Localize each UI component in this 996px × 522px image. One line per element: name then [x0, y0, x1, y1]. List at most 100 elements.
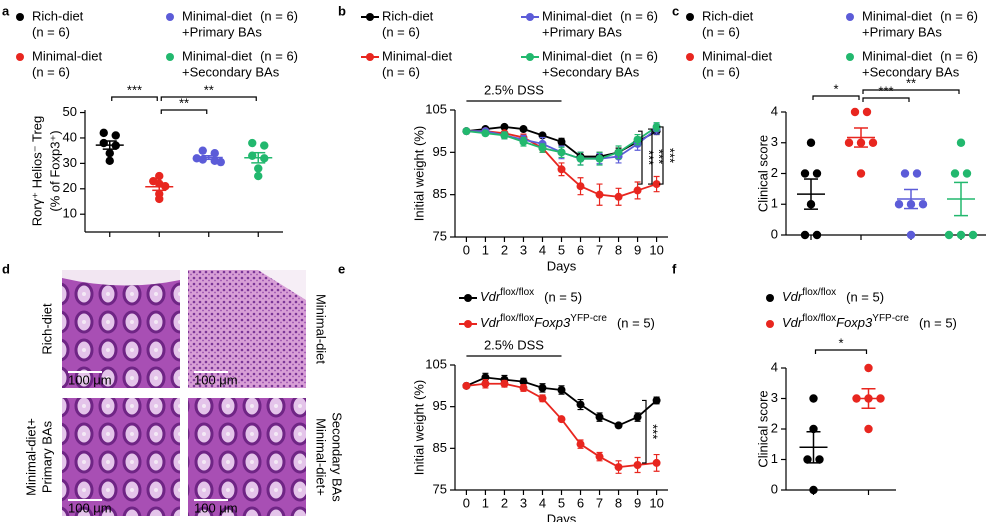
panel-letter: b — [338, 3, 346, 18]
legend-n: (n = 6) — [260, 48, 298, 63]
legend-n: (n = 5) — [617, 315, 655, 330]
legend-label-part: Vdr — [480, 289, 501, 304]
y-tick-label: 20 — [63, 180, 77, 195]
data-point — [105, 149, 114, 158]
data-point — [557, 165, 566, 174]
data-point — [652, 180, 661, 189]
data-point — [906, 230, 916, 240]
y-tick-label: 85 — [433, 186, 447, 201]
legend-n: (n = 6) — [620, 48, 658, 63]
legend-label: +Primary BAs — [182, 24, 262, 39]
significance-bracket — [648, 128, 653, 185]
image-label: Minimal-diet — [314, 294, 329, 364]
image-label: Rich-diet — [39, 303, 54, 355]
legend-label: Minimal-diet — [382, 48, 452, 63]
legend-label: +Secondary BAs — [182, 64, 280, 79]
data-point — [809, 485, 818, 495]
data-point — [481, 379, 490, 388]
legend-marker — [166, 53, 174, 61]
y-tick-label: 1 — [771, 196, 778, 211]
y-tick-label: 4 — [771, 359, 778, 374]
legend-label: +Primary BAs — [862, 24, 942, 39]
data-point — [856, 169, 866, 178]
data-point — [918, 200, 928, 209]
y-tick-label: 2 — [771, 420, 778, 435]
legend-label: Vdrflox/floxFoxp3YFP-cre — [480, 313, 607, 330]
x-axis-label: Days — [547, 511, 577, 522]
legend-marker — [686, 13, 694, 21]
x-tick-label: 3 — [520, 242, 527, 257]
data-point — [864, 363, 873, 373]
y-tick-label: 40 — [63, 129, 77, 144]
data-point — [956, 138, 966, 147]
legend-label-part: flox/flox — [500, 287, 534, 298]
y-tick-label: 105 — [425, 101, 447, 116]
y-tick-label: 95 — [433, 144, 447, 159]
data-point — [633, 461, 642, 469]
legend-n: (n = 5) — [919, 315, 957, 330]
data-point — [595, 452, 604, 461]
panel-letter: d — [2, 261, 10, 276]
legend-label: Vdrflox/flox — [782, 287, 836, 304]
scale-bar-label: 100 μm — [194, 372, 238, 387]
panel-letter: e — [338, 261, 345, 276]
legend-marker — [846, 53, 854, 61]
panel-letter: a — [2, 3, 10, 18]
legend-label: Minimal-diet — [702, 48, 772, 63]
x-tick-label: 7 — [596, 242, 603, 257]
image-label: Secondary BAs — [330, 412, 345, 502]
data-point — [944, 230, 954, 240]
legend-label-part: flox/flox — [802, 287, 836, 298]
data-point — [800, 169, 810, 178]
x-tick-label: 5 — [558, 495, 565, 510]
legend-n: (n = 6) — [702, 64, 740, 79]
histology-lumen — [258, 270, 306, 300]
x-tick-label: 5 — [558, 242, 565, 257]
legend-marker — [16, 53, 24, 61]
data-point — [956, 230, 966, 240]
legend-label-part: Vdr — [782, 315, 803, 330]
data-point — [500, 379, 509, 388]
y-tick-label: 30 — [63, 155, 77, 170]
data-point — [557, 386, 566, 394]
y-tick-label: 4 — [771, 103, 778, 118]
data-point — [519, 125, 528, 134]
legend-marker — [846, 13, 854, 21]
legend-label: Rich-diet — [382, 8, 434, 23]
data-point — [614, 148, 623, 157]
data-point — [155, 171, 164, 181]
y-axis-label: Clinical score — [755, 135, 770, 212]
data-point — [864, 424, 873, 434]
legend-label-part: flox/flox — [802, 313, 836, 324]
legend-marker — [166, 13, 174, 21]
x-tick-label: 10 — [649, 242, 663, 257]
data-point — [538, 394, 547, 403]
significance-label: ** — [179, 95, 189, 110]
significance-bracket — [160, 109, 208, 114]
data-point — [815, 455, 824, 464]
x-tick-label: 4 — [539, 242, 546, 257]
data-point — [806, 138, 816, 147]
error-bar — [954, 181, 968, 217]
data-point — [538, 383, 547, 392]
error-bar — [806, 430, 821, 464]
data-point — [809, 394, 818, 403]
legend-marker — [366, 53, 374, 61]
y-tick-label: 3 — [771, 134, 778, 149]
y-axis-label: Initial weight (%) — [411, 126, 426, 221]
image-label: Primary BAs — [39, 420, 54, 493]
legend-marker — [766, 320, 774, 328]
legend-n: (n = 6) — [32, 24, 70, 39]
histology-lumen — [62, 270, 180, 286]
data-point — [105, 156, 114, 166]
legend-n: (n = 5) — [846, 289, 884, 304]
legend-label: Minimal-diet — [182, 8, 252, 23]
y-tick-label: 0 — [771, 481, 778, 496]
y-tick-label: 10 — [63, 206, 77, 221]
data-point — [99, 128, 108, 138]
data-point — [595, 154, 604, 163]
data-point — [968, 230, 978, 240]
data-point — [216, 157, 225, 167]
y-tick-label: 85 — [433, 440, 447, 455]
x-tick-label: 0 — [463, 495, 470, 510]
